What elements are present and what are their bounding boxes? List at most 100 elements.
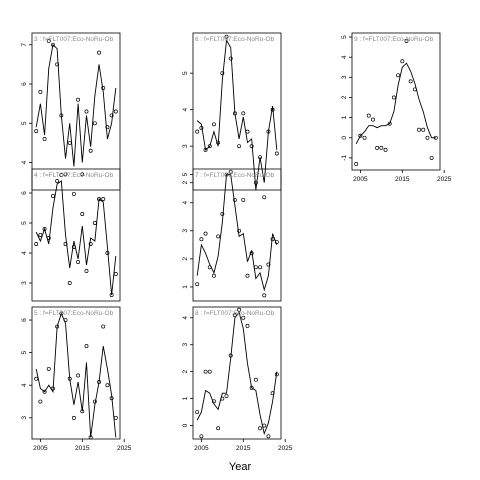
data-point (249, 144, 254, 149)
data-point (224, 172, 229, 177)
y-tick-label: 1 (182, 396, 189, 400)
data-point (42, 389, 47, 394)
data-point (396, 73, 401, 78)
panel-1: 4 5 6 7 3 : f=FLT007:Eco-NoRu-Ob (21, 32, 121, 196)
data-point (92, 221, 97, 225)
data-point (51, 386, 55, 391)
y-tick-label: 4 (182, 316, 189, 320)
data-point (42, 227, 47, 231)
panel-frame (192, 32, 282, 191)
data-point (391, 95, 396, 100)
data-point (88, 148, 93, 153)
data-point (109, 293, 114, 297)
data-point (38, 399, 43, 404)
data-point (429, 155, 434, 160)
y-tick-label: 2 (182, 181, 189, 185)
data-point (59, 113, 64, 118)
data-point (67, 376, 72, 381)
data-point (80, 409, 85, 414)
data-point (71, 245, 76, 249)
data-point (232, 111, 237, 116)
y-tick-label: 6 (21, 191, 28, 195)
data-point (80, 172, 85, 177)
data-point (84, 344, 89, 349)
y-tick-label: 3 (21, 281, 28, 285)
data-point (375, 145, 380, 150)
series-line (196, 174, 278, 292)
y-tick-label: 2 (182, 369, 189, 373)
y-tick-label: -1 (341, 155, 348, 161)
panel-title: 6 : f=FLT007:Eco-NoRu-Ob (195, 36, 275, 43)
series-line (196, 38, 278, 191)
panel-title: 4 : f=FLT007:Eco-NoRu-Ob (34, 172, 114, 179)
data-point (207, 144, 212, 149)
data-point (212, 399, 216, 404)
data-point (417, 127, 421, 132)
x-axis-label: Year (229, 461, 252, 473)
data-point (245, 323, 250, 328)
data-point (228, 56, 233, 61)
data-point (253, 180, 258, 185)
data-point (113, 415, 118, 420)
series-line (196, 311, 278, 436)
data-point (105, 125, 110, 130)
data-point (34, 376, 39, 381)
data-point (203, 231, 208, 236)
panel-4: 3 4 5 6 4 : f=FLT007:Eco-NoRu-Ob (21, 168, 121, 302)
data-point (76, 373, 81, 378)
data-point (237, 228, 242, 233)
panel-7: 0 1 2 3 4 2005 2015 2025 8 : f=FLT007:Eco-NoRu-O… (182, 306, 293, 452)
data-point (109, 396, 114, 401)
data-point (59, 311, 64, 316)
data-point (203, 147, 208, 152)
panel-frame (192, 306, 282, 440)
data-point (207, 265, 212, 270)
data-point (216, 426, 221, 431)
panel-grid: 4 5 6 7 3 : f=FLT007:Eco-NoRu-Ob 2 3 4 5 6 : f=FL… (21, 32, 452, 452)
series-line (35, 312, 117, 438)
y-tick-label: 3 (182, 144, 189, 148)
panel-frame (31, 306, 121, 440)
data-point (101, 197, 106, 201)
panel-6: 3 4 5 6 2005 2015 2025 5 : f=FLT007:Eco-NoRu-Ob (21, 306, 132, 452)
data-point (274, 151, 279, 156)
data-point (212, 273, 216, 278)
data-point (232, 197, 237, 202)
panel-2: 2 3 4 5 6 : f=FLT007:Eco-NoRu-Ob (182, 32, 282, 200)
panel-frame (351, 32, 441, 171)
panel-title: 8 : f=FLT007:Eco-NoRu-Ob (195, 310, 275, 317)
data-point (270, 237, 275, 242)
data-point (63, 318, 68, 322)
y-tick-label: 5 (21, 221, 28, 225)
data-point (241, 315, 246, 320)
data-point (224, 393, 229, 398)
data-point (258, 265, 262, 270)
data-point (216, 234, 221, 239)
panel-title: 5 : f=FLT007:Eco-NoRu-Ob (34, 310, 114, 317)
data-point (76, 97, 81, 102)
data-point (379, 145, 384, 150)
y-tick-label: 4 (21, 160, 28, 164)
y-tick-label: 2 (182, 257, 189, 261)
y-tick-label: 6 (21, 82, 28, 86)
data-point (113, 109, 118, 114)
y-tick-label: 0 (341, 136, 348, 140)
data-point (92, 121, 97, 126)
data-point (253, 265, 258, 270)
data-point (84, 269, 89, 273)
data-point (228, 353, 233, 358)
data-point (241, 197, 246, 202)
data-point (51, 194, 55, 198)
data-point (80, 212, 85, 216)
data-point (46, 38, 51, 43)
y-tick-label: 4 (341, 55, 348, 59)
y-tick-label: 3 (21, 416, 28, 420)
data-point (220, 211, 225, 216)
data-point (249, 251, 254, 256)
data-point (199, 237, 204, 242)
data-point (253, 377, 258, 382)
data-point (262, 195, 267, 200)
data-point (220, 396, 225, 401)
panel-title: 7 : f=FLT007:Eco-NoRu-Ob (195, 172, 275, 179)
